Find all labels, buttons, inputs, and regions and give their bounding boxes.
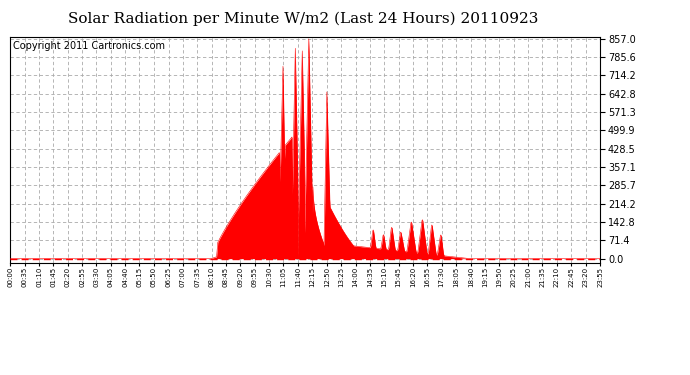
Text: Copyright 2011 Cartronics.com: Copyright 2011 Cartronics.com xyxy=(13,41,166,51)
Text: Solar Radiation per Minute W/m2 (Last 24 Hours) 20110923: Solar Radiation per Minute W/m2 (Last 24… xyxy=(68,11,539,26)
